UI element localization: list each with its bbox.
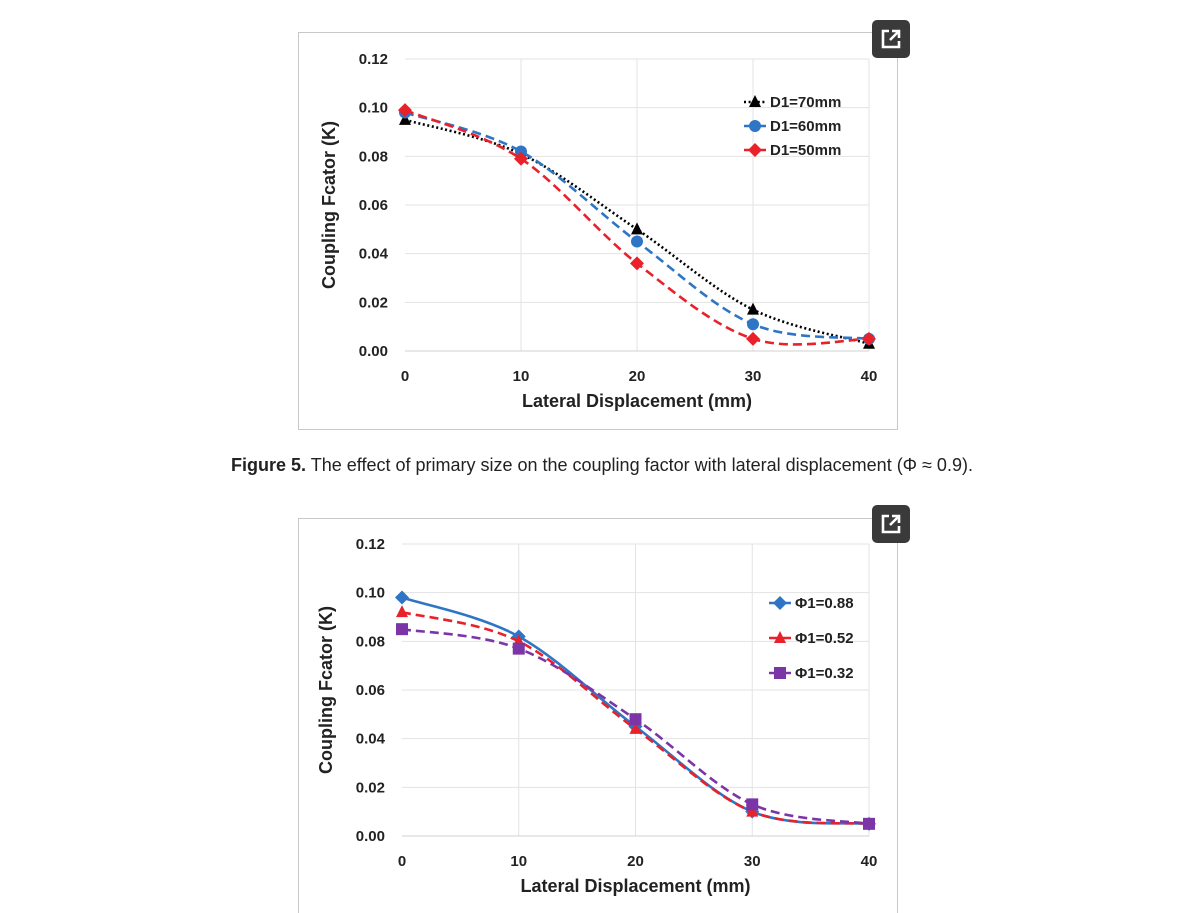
legend-marker <box>773 596 787 610</box>
y-tick-label: 0.12 <box>356 536 385 553</box>
legend-entry: Φ1=0.32 <box>769 665 854 682</box>
data-point <box>747 318 759 331</box>
data-point <box>395 590 409 605</box>
open-figure-6-button[interactable] <box>872 505 910 543</box>
data-point <box>746 798 759 811</box>
data-point <box>398 103 412 118</box>
external-link-icon <box>881 514 901 534</box>
y-tick-label: 0.08 <box>359 148 388 165</box>
y-axis-title: Coupling Fcator (K) <box>319 121 339 289</box>
gridlines <box>402 543 870 837</box>
y-tick-label: 0.00 <box>359 343 388 360</box>
legend-marker <box>774 667 786 679</box>
x-tick-label: 0 <box>401 368 409 385</box>
data-point <box>396 605 408 618</box>
y-tick-label: 0.00 <box>356 828 385 845</box>
y-tick-label: 0.02 <box>356 779 385 796</box>
data-point <box>631 235 643 248</box>
x-tick-label: 20 <box>629 368 646 385</box>
x-tick-label: 40 <box>861 368 878 385</box>
y-tick-label: 0.12 <box>359 51 388 68</box>
series-line <box>404 118 870 345</box>
data-point <box>396 623 408 636</box>
x-tick-label: 10 <box>513 368 530 385</box>
legend-entry: D1=60mm <box>744 118 841 135</box>
open-figure-5-button[interactable] <box>872 20 910 58</box>
y-tick-label: 0.10 <box>359 100 388 117</box>
legend-entry: D1=50mm <box>744 142 841 159</box>
figure-5-chart-frame: 0.00 0.02 0.04 0.06 0.08 0.10 0.12 0 10 20 30 40 Lat… <box>298 32 898 430</box>
data-point <box>630 256 644 271</box>
data-point <box>629 721 642 734</box>
x-axis-title: Lateral Displacement (mm) <box>522 391 752 411</box>
legend-label: Φ1=0.52 <box>795 630 854 647</box>
gridlines <box>405 58 870 352</box>
legend-entry: Φ1=0.52 <box>769 630 854 647</box>
x-axis-title: Lateral Displacement (mm) <box>520 876 750 896</box>
y-tick-label: 0.08 <box>356 633 385 650</box>
data-point <box>399 112 411 125</box>
legend-marker <box>749 120 761 132</box>
data-point <box>512 642 525 655</box>
y-axis-title: Coupling Fcator (K) <box>316 606 336 774</box>
figure-6-chart-frame: 0.00 0.02 0.04 0.06 0.08 0.10 0.12 0 10 20 30 40 Lat… <box>298 518 898 913</box>
legend-label: D1=50mm <box>770 142 841 159</box>
y-tick-label: 0.10 <box>356 585 385 602</box>
legend-entry: Φ1=0.88 <box>769 595 854 612</box>
legend-label: Φ1=0.32 <box>795 665 854 682</box>
figure-5-chart: 0.00 0.02 0.04 0.06 0.08 0.10 0.12 0 10 20 30 40 Lat… <box>319 51 878 411</box>
y-tick-label: 0.06 <box>356 682 385 699</box>
series-3 <box>398 103 876 346</box>
x-tick-label: 30 <box>745 368 762 385</box>
x-tick-label: 20 <box>627 853 644 870</box>
series-3 <box>396 623 875 830</box>
x-tick-label: 0 <box>398 853 406 870</box>
figure-6-chart: 0.00 0.02 0.04 0.06 0.08 0.10 0.12 0 10 20 30 40 Lat… <box>316 536 878 896</box>
legend-marker <box>749 95 761 107</box>
x-tick-label: 30 <box>744 853 761 870</box>
y-tick-label: 0.04 <box>359 246 389 263</box>
y-tick-label: 0.04 <box>356 731 386 748</box>
data-point <box>746 331 760 346</box>
caption-label: Figure 5. <box>231 455 307 475</box>
legend-label: D1=70mm <box>770 94 841 111</box>
data-point <box>863 817 875 830</box>
y-tick-label: 0.02 <box>359 294 388 311</box>
data-point <box>515 145 527 158</box>
data-point <box>746 804 759 817</box>
data-point <box>631 222 643 235</box>
legend-label: D1=60mm <box>770 118 841 135</box>
data-point <box>862 331 876 346</box>
legend-label: Φ1=0.88 <box>795 595 854 612</box>
legend-marker <box>748 143 762 157</box>
y-tick-label: 0.06 <box>359 197 388 214</box>
data-point <box>629 713 642 726</box>
data-point <box>747 302 759 315</box>
caption-text: The effect of primary size on the coupli… <box>310 455 973 475</box>
data-point <box>514 151 528 166</box>
x-tick-label: 40 <box>861 853 878 870</box>
legend-entry: D1=70mm <box>744 94 841 111</box>
x-tick-label: 10 <box>510 853 527 870</box>
legend-marker <box>774 631 786 643</box>
external-link-icon <box>881 29 901 49</box>
figure-5-caption: Figure 5. The effect of primary size on … <box>0 455 1204 476</box>
